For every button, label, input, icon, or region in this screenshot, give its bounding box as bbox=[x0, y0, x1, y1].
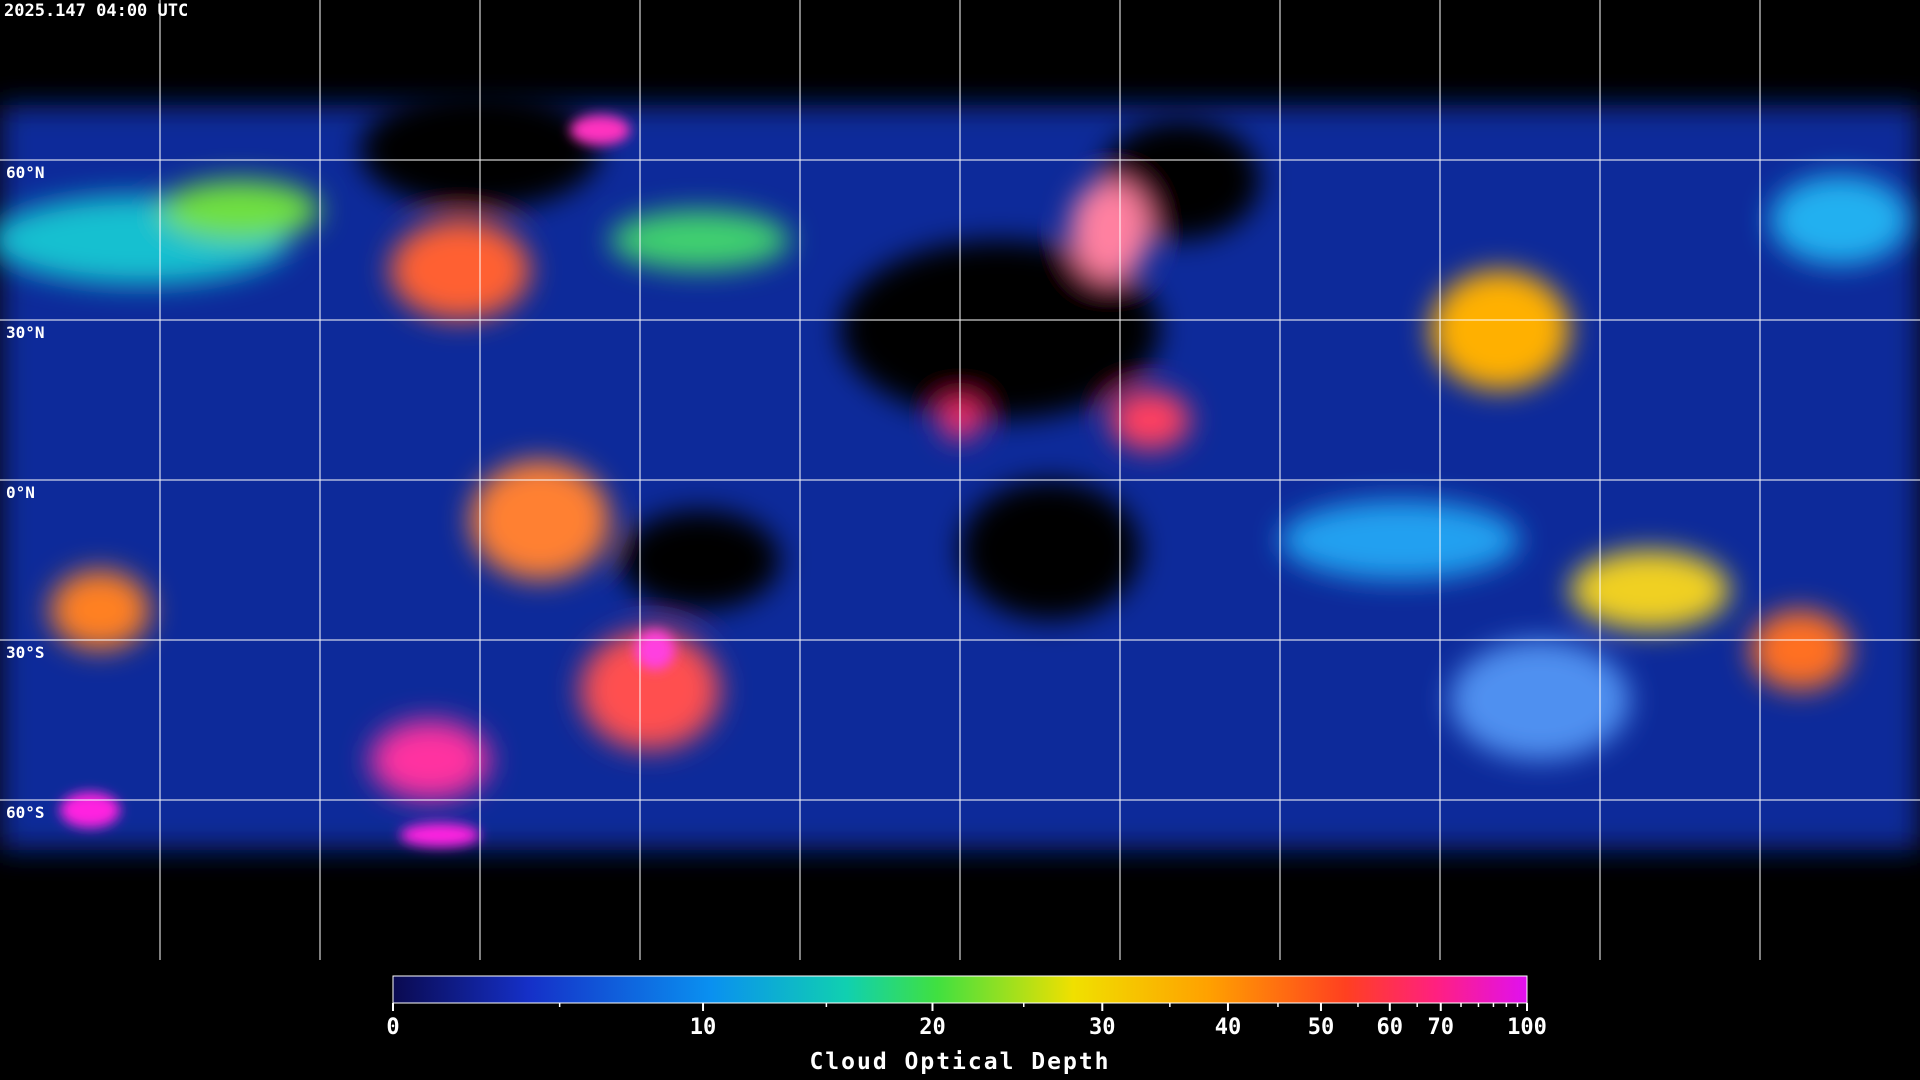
latitude-label: 60°N bbox=[6, 163, 45, 182]
colorbar-tick-label: 20 bbox=[919, 1015, 946, 1040]
colorbar-tick-label: 100 bbox=[1507, 1015, 1547, 1040]
colorbar-tick-label: 40 bbox=[1215, 1015, 1242, 1040]
colorbar-tick-label: 60 bbox=[1377, 1015, 1404, 1040]
colorbar-tick-label: 10 bbox=[690, 1015, 717, 1040]
graticule bbox=[0, 0, 1920, 960]
colorbar-tick-label: 0 bbox=[386, 1015, 399, 1040]
latitude-labels: 60°N 30°N 0°N 30°S 60°S bbox=[6, 163, 45, 822]
colorbar-label: Cloud Optical Depth bbox=[809, 1049, 1110, 1075]
colorbar-tick-label: 50 bbox=[1308, 1015, 1335, 1040]
latitude-label: 60°S bbox=[6, 803, 45, 822]
timestamp: 2025.147 04:00 UTC bbox=[4, 1, 188, 21]
latitude-label: 0°N bbox=[6, 483, 35, 502]
colorbar bbox=[392, 975, 1528, 1004]
latitude-label: 30°N bbox=[6, 323, 45, 342]
colorbar-tick-label: 70 bbox=[1427, 1015, 1454, 1040]
latitude-label: 30°S bbox=[6, 643, 45, 662]
colorbar-ticks: 0 10 20 30 40 50 60 70 100 bbox=[386, 1003, 1547, 1040]
colorbar-tick-label: 30 bbox=[1089, 1015, 1116, 1040]
